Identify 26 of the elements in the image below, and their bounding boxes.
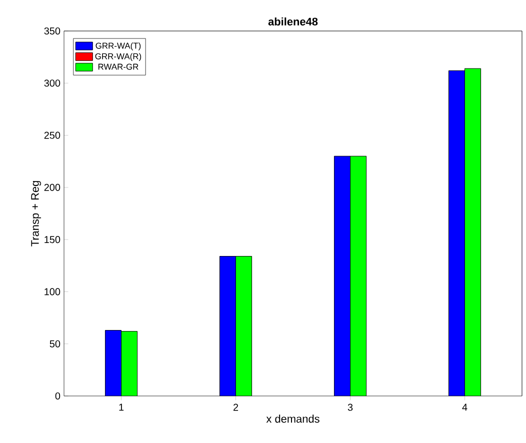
x-tick-label: 1 [119,404,124,411]
y-tick-label: 50 [50,340,60,348]
bar [334,156,350,396]
x-tick-label: 2 [233,404,238,411]
y-tick-label: 100 [44,288,60,296]
y-tick-label: 150 [44,236,60,244]
x-tick-label: 3 [348,404,353,411]
x-tick-label: 4 [462,404,468,411]
bar [236,256,252,396]
bar [464,68,482,396]
bar [121,331,138,396]
y-tick-label: 300 [44,80,60,87]
y-tick-label: 200 [44,184,60,191]
y-axis-title: Transp + Reg [31,181,42,246]
bar [350,156,366,396]
x-axis-title: x demands [266,414,320,423]
legend-label: RWAR-GR [98,64,138,70]
bar [105,330,122,396]
bar [220,256,236,396]
bar [448,70,466,396]
legend-label: GRR-WA(R) [95,53,142,61]
y-tick-label: 250 [44,132,60,139]
legend-label: GRR-WA(T) [96,42,141,50]
y-tick-label: 350 [44,27,60,35]
y-tick-label: 0 [55,392,60,400]
chart-title: abilene48 [268,17,318,26]
